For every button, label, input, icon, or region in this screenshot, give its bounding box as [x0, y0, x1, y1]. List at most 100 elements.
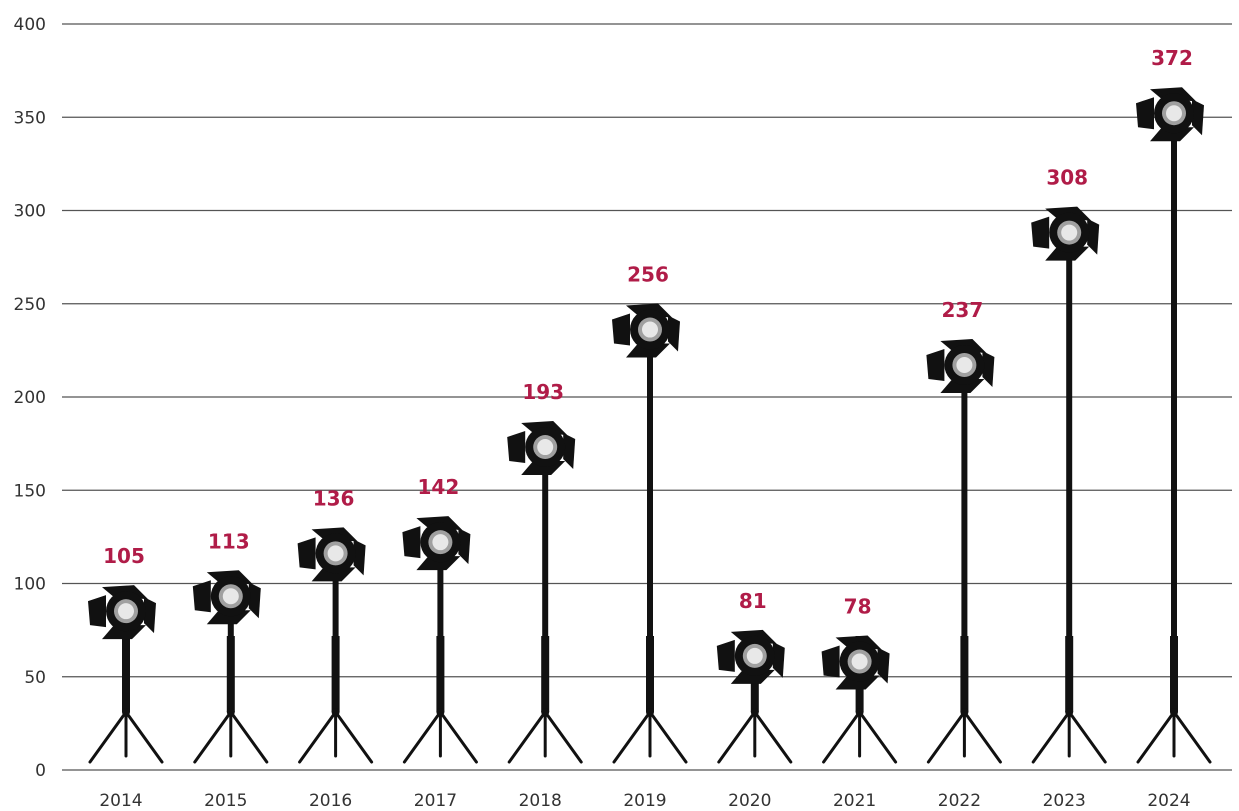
tripod-joint	[541, 708, 550, 716]
tripod-legs	[193, 710, 269, 764]
x-tick-label: 2021	[833, 791, 876, 811]
barn-door-right	[144, 597, 156, 634]
y-tick-label: 200	[14, 388, 46, 408]
spotlight-lens	[851, 653, 868, 670]
barn-door-left	[1031, 216, 1050, 249]
barn-door-right	[668, 315, 680, 352]
y-tick-label: 150	[14, 481, 46, 501]
tripod-legs	[298, 710, 374, 764]
value-label: 142	[418, 475, 460, 499]
value-label: 193	[522, 380, 564, 404]
spotlight-lens	[746, 647, 763, 664]
spotlight-lens	[1166, 105, 1182, 122]
barn-door-left	[88, 595, 106, 628]
tripod-legs	[717, 710, 793, 764]
spotlight-pole-base	[960, 636, 969, 712]
value-label: 81	[739, 589, 767, 613]
barn-door-right	[1192, 99, 1204, 136]
x-tick-label: 2022	[938, 791, 981, 811]
bar-2020: 81	[716, 589, 793, 764]
barn-door-right	[772, 641, 785, 678]
spotlight-lens	[222, 588, 239, 605]
tripod-joint	[750, 708, 759, 716]
spotlight-lens	[1061, 224, 1078, 241]
barn-door-left	[821, 645, 840, 678]
value-label: 113	[208, 529, 250, 553]
tripod-legs	[612, 710, 688, 764]
barn-door-right	[982, 350, 995, 387]
bar-2018: 193	[507, 380, 583, 764]
value-label: 372	[1151, 46, 1193, 70]
x-tick-label: 2014	[99, 791, 142, 811]
tripod-joint	[331, 708, 340, 716]
tripod-joint	[1065, 708, 1074, 716]
barn-door-left	[507, 431, 526, 464]
spotlight-pole-base	[436, 636, 445, 712]
spotlight-pole-base	[541, 636, 550, 712]
barn-door-left	[192, 580, 211, 613]
bar-2019: 256	[612, 263, 688, 764]
barn-door-left	[926, 348, 945, 381]
barn-door-right	[877, 647, 890, 684]
x-tick-label: 2019	[623, 791, 666, 811]
tripod-joint	[1170, 708, 1178, 716]
value-label: 78	[844, 595, 872, 619]
bar-2015: 113	[192, 529, 269, 764]
value-label: 308	[1046, 166, 1088, 190]
y-tick-label: 400	[14, 15, 46, 35]
y-tick-label: 100	[14, 575, 46, 595]
barn-door-right	[248, 582, 261, 619]
x-tick-label: 2020	[728, 791, 771, 811]
y-tick-label: 0	[35, 761, 46, 781]
y-tick-label: 350	[14, 108, 46, 128]
x-tick-label: 2016	[309, 791, 352, 811]
bar-2024: 372	[1136, 46, 1212, 764]
value-label: 256	[627, 263, 669, 287]
tripod-joint	[122, 708, 130, 716]
y-tick-label: 300	[14, 202, 46, 222]
tripod-joint	[960, 708, 969, 716]
tripod-legs	[1031, 710, 1107, 764]
barn-door-left	[1136, 97, 1154, 130]
barn-door-left	[612, 313, 630, 346]
bar-2016: 136	[297, 486, 374, 764]
y-tick-label: 250	[14, 295, 46, 315]
tripod-legs	[1136, 710, 1212, 764]
x-tick-label: 2015	[204, 791, 247, 811]
bar-2021: 78	[821, 595, 898, 764]
bar-2017: 142	[402, 475, 478, 764]
spotlight-pole-base	[1170, 636, 1178, 712]
tripod-legs	[88, 710, 164, 764]
spotlight-lens	[432, 534, 449, 551]
y-axis: 0 50 100 150 200 250 300 350 400	[14, 15, 46, 781]
spotlight-lens	[642, 321, 658, 338]
value-label: 136	[313, 486, 355, 510]
barn-door-left	[297, 537, 316, 570]
spotlight-lens	[327, 545, 344, 562]
x-tick-label: 2017	[414, 791, 457, 811]
spotlight-pole-base	[122, 636, 130, 712]
spotlight-pole-base	[226, 636, 235, 712]
tripod-joint	[226, 708, 235, 716]
barn-door-left	[402, 526, 421, 559]
bar-2023: 308	[1031, 166, 1107, 764]
value-label: 105	[103, 544, 145, 568]
barn-door-right	[458, 528, 471, 565]
spotlight-pole-base	[1065, 636, 1074, 712]
tripod-joint	[855, 708, 864, 716]
chart-marks: 105 113 136 142 193 256 81 78 237 308 372	[88, 46, 1212, 764]
spotlight-lens	[537, 439, 554, 456]
spotlight-pole-base	[646, 636, 654, 712]
tripod-legs	[402, 710, 478, 764]
barn-door-right	[353, 539, 366, 576]
spotlight-lens	[956, 356, 973, 373]
tripod-legs	[926, 710, 1002, 764]
y-tick-label: 50	[24, 668, 46, 688]
barn-door-right	[563, 433, 576, 470]
tripod-joint	[436, 708, 445, 716]
barn-door-left	[716, 639, 735, 672]
x-tick-label: 2024	[1147, 791, 1190, 811]
value-label: 237	[942, 298, 984, 322]
tripod-legs	[507, 710, 583, 764]
